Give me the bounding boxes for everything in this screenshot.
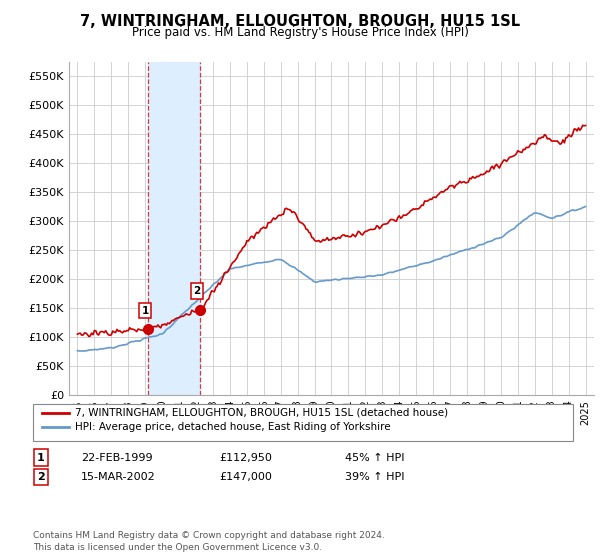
Text: £112,950: £112,950 (219, 452, 272, 463)
Text: 7, WINTRINGHAM, ELLOUGHTON, BROUGH, HU15 1SL (detached house): 7, WINTRINGHAM, ELLOUGHTON, BROUGH, HU15… (75, 408, 448, 418)
Text: 1: 1 (142, 306, 149, 316)
Text: Price paid vs. HM Land Registry's House Price Index (HPI): Price paid vs. HM Land Registry's House … (131, 26, 469, 39)
Text: 22-FEB-1999: 22-FEB-1999 (81, 452, 152, 463)
Text: Contains HM Land Registry data © Crown copyright and database right 2024.
This d: Contains HM Land Registry data © Crown c… (33, 531, 385, 552)
Text: 7, WINTRINGHAM, ELLOUGHTON, BROUGH, HU15 1SL: 7, WINTRINGHAM, ELLOUGHTON, BROUGH, HU15… (80, 14, 520, 29)
Text: HPI: Average price, detached house, East Riding of Yorkshire: HPI: Average price, detached house, East… (75, 422, 391, 432)
Text: 2: 2 (193, 286, 200, 296)
Text: 15-MAR-2002: 15-MAR-2002 (81, 472, 156, 482)
Text: £147,000: £147,000 (219, 472, 272, 482)
Text: 2: 2 (37, 472, 44, 482)
Text: 45% ↑ HPI: 45% ↑ HPI (345, 452, 404, 463)
Text: 39% ↑ HPI: 39% ↑ HPI (345, 472, 404, 482)
Text: 1: 1 (37, 452, 44, 463)
Bar (148, 62, 200, 395)
